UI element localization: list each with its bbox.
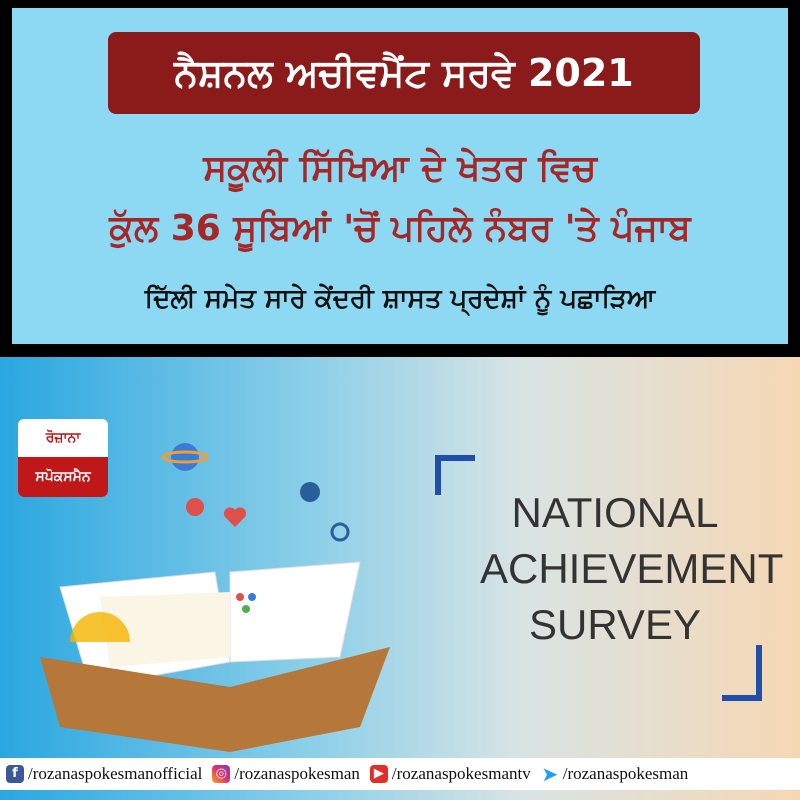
bracket-bottom-right xyxy=(722,645,762,701)
headline-line-1: ਸਕੂਲੀ ਸਿੱਖਿਆ ਦੇ ਖੇਤਰ ਵਿਚ xyxy=(203,148,597,189)
instagram-icon: ◎ xyxy=(212,765,231,783)
bracket-top-left xyxy=(435,455,475,495)
illustration-panel: ਰੋਜ਼ਾਨਾ ਸਪੋਕਸਮੈਨ NATIONAL ACHIEVEMENT SU… xyxy=(0,357,800,800)
facebook-icon: f xyxy=(6,765,24,783)
title-banner: ਨੈਸ਼ਨਲ ਅਚੀਵਮੈਂਟ ਸਰਵੇ 2021 xyxy=(108,32,700,114)
social-footer: f /rozanaspokesmanofficial ◎ /rozanaspok… xyxy=(0,758,800,790)
heart-icon xyxy=(223,507,247,527)
planet-icon xyxy=(171,443,199,471)
twitter-icon: ➤ xyxy=(541,762,559,786)
protractor-icon xyxy=(70,612,130,642)
logo-top-text: ਰੋਜ਼ਾਨਾ xyxy=(45,430,81,446)
headline-panel: ਨੈਸ਼ਨਲ ਅਚੀਵਮੈਂਟ ਸਰਵੇ 2021 ਸਕੂਲੀ ਸਿੱਖਿਆ ਦ… xyxy=(12,8,788,344)
facebook-handle: /rozanaspokesmanofficial xyxy=(28,764,203,783)
rozana-spokesman-logo: ਰੋਜ਼ਾਨਾ ਸਪੋਕਸਮੈਨ xyxy=(18,419,108,497)
flask-icon xyxy=(186,498,204,516)
logo-bottom-text: ਸਪੋਕਸਮੈਨ xyxy=(18,457,108,497)
open-book-illustration xyxy=(40,443,390,752)
nas-line-1: NATIONAL xyxy=(511,489,719,536)
national-achievement-survey-text: NATIONAL ACHIEVEMENT SURVEY xyxy=(480,485,784,653)
youtube-handle: /rozanaspokesmantv xyxy=(391,764,531,783)
subheadline: ਦਿੱਲੀ ਸਮੇਤ ਸਾਰੇ ਕੇਂਦਰੀ ਸ਼ਾਸਤ ਪ੍ਰਦੇਸ਼ਾਂ ਨ… xyxy=(144,284,656,314)
instagram-handle: /rozanaspokesman xyxy=(234,764,360,783)
title-text: ਨੈਸ਼ਨਲ ਅਚੀਵਮੈਂਟ ਸਰਵੇ 2021 xyxy=(174,50,634,95)
nas-line-3: SURVEY xyxy=(529,601,701,648)
nas-line-2: ACHIEVEMENT xyxy=(480,545,784,592)
twitter-handle: /rozanaspokesman xyxy=(562,764,689,783)
headline-line-2: ਕੁੱਲ 36 ਸੂਬਿਆਂ 'ਚੋਂ ਪਹਿਲੇ ਨੰਬਰ 'ਤੇ ਪੰਜਾਬ xyxy=(109,208,691,249)
youtube-icon: ▶ xyxy=(369,765,388,783)
